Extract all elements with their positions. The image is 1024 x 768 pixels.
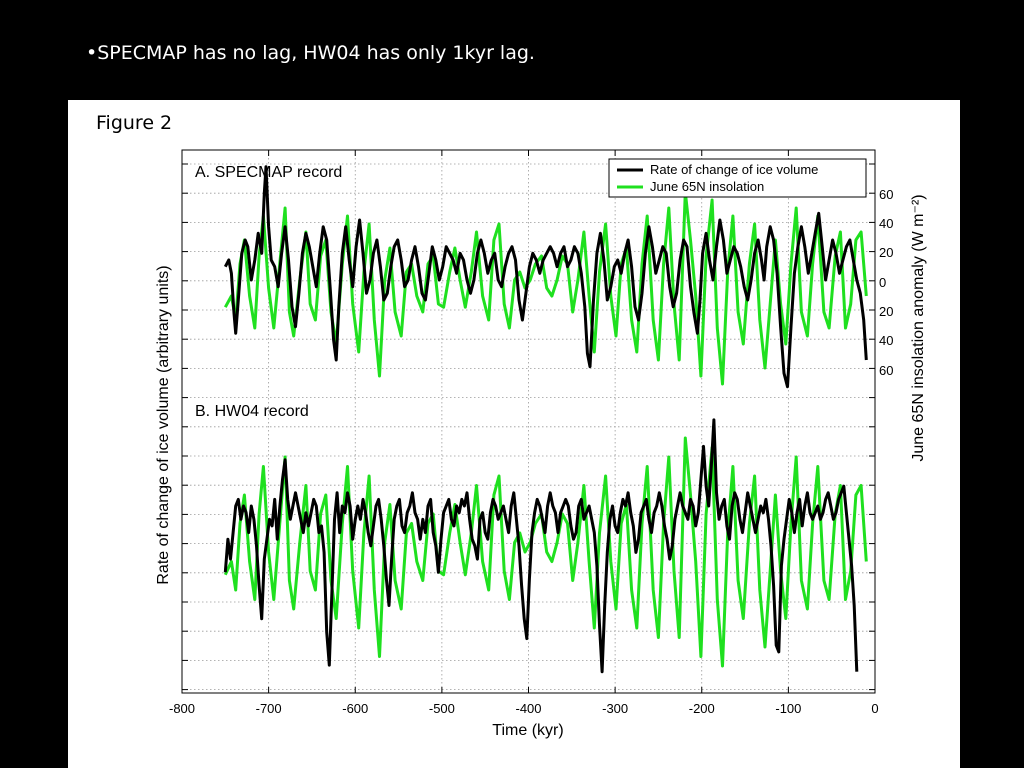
figure-caption: Figure 2	[96, 112, 173, 134]
series-layer	[223, 165, 868, 674]
right-tick-label: 60	[879, 363, 893, 378]
right-tick-label: 20	[879, 245, 893, 260]
right-axis-label: June 65N insolation anomaly (W m⁻²)	[910, 194, 927, 461]
right-axis-ticks: 60 40 20 0 20 40 60	[869, 163, 893, 691]
x-tick-label: -400	[515, 701, 541, 716]
x-tick-label: -700	[256, 701, 282, 716]
legend: Rate of change of ice volume June 65N in…	[608, 158, 867, 198]
x-tick-label: -200	[689, 701, 715, 716]
figure-panel: Figure 2 60 40 20 0 20 40 60 -800 -700 -600 -500-…	[68, 100, 960, 768]
panel-b-title: B. HW04 record	[195, 403, 309, 420]
x-tick-label: -100	[775, 701, 801, 716]
panel-b-ice-volume-line	[223, 418, 859, 674]
legend-label-ice-volume: Rate of change of ice volume	[650, 162, 818, 177]
left-axis-ticks	[182, 163, 188, 691]
right-tick-label: 0	[879, 275, 886, 290]
slide-heading: •SPECMAP has no lag, HW04 has only 1kyr …	[86, 42, 535, 64]
chart: 60 40 20 0 20 40 60 -800 -700 -600 -500 -400 -300 -2…	[155, 149, 927, 739]
x-tick-label: 0	[871, 701, 878, 716]
x-tick-label: -600	[342, 701, 368, 716]
legend-label-insolation: June 65N insolation	[650, 179, 764, 194]
panel-a-insolation-line	[223, 190, 868, 386]
right-tick-label: 60	[879, 187, 893, 202]
left-axis-label: Rate of change of ice volume (arbitrary …	[155, 265, 172, 584]
x-tick-label: -500	[429, 701, 455, 716]
x-tick-label: -800	[169, 701, 195, 716]
legend-box	[608, 158, 867, 198]
x-tick-label: -300	[602, 701, 628, 716]
x-axis-label: Time (kyr)	[492, 722, 563, 739]
panel-a-ice-volume-line	[223, 165, 868, 389]
right-tick-label: 40	[879, 216, 893, 231]
right-tick-label: 20	[879, 304, 893, 319]
right-tick-label: 40	[879, 333, 893, 348]
x-axis-ticks: -800 -700 -600 -500 -400 -300 -200 -100 0	[169, 150, 879, 716]
panel-a-title: A. SPECMAP record	[195, 164, 342, 181]
